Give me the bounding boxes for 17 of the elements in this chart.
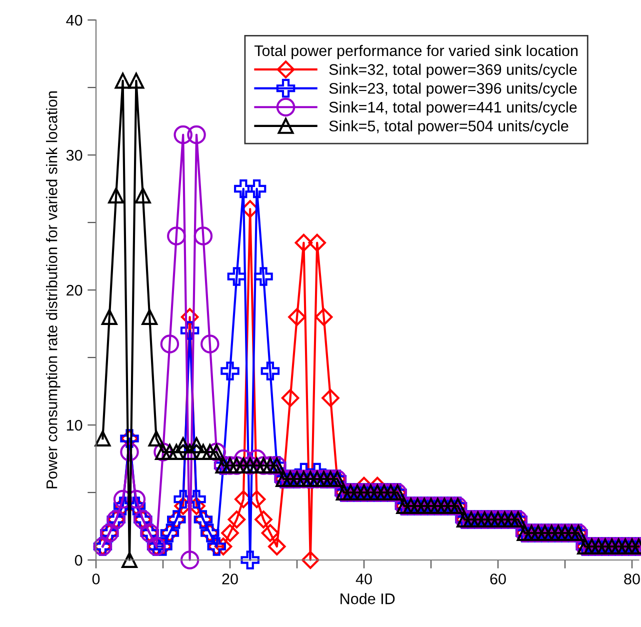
legend-label: Sink=23, total power=396 units/cycle xyxy=(329,82,577,97)
y-axis-title: Power consumption rate distribution for varied sink location xyxy=(46,91,60,488)
x-tick-label: 20 xyxy=(222,574,238,584)
legend-label: Sink=5, total power=504 units/cycle xyxy=(329,120,568,134)
legend-title: Total power performance for varied sink location xyxy=(254,44,578,60)
x-tick-label: 40 xyxy=(356,574,372,584)
legend-label: Sink=32, total power=369 units/cycle xyxy=(329,64,577,78)
y-tick-label: 30 xyxy=(66,150,82,161)
x-tick-label: 0 xyxy=(92,574,100,584)
y-tick-label: 40 xyxy=(66,14,82,26)
x-axis-title: Node ID xyxy=(340,592,395,604)
y-tick-label: 0 xyxy=(74,554,82,566)
x-tick-label: 60 xyxy=(490,574,506,584)
y-tick-label: 20 xyxy=(66,284,82,296)
x-tick-label: 80 xyxy=(624,574,640,584)
legend-label: Sink=14, total power=441 units/cycle xyxy=(329,101,577,116)
y-tick-label: 10 xyxy=(66,420,82,431)
